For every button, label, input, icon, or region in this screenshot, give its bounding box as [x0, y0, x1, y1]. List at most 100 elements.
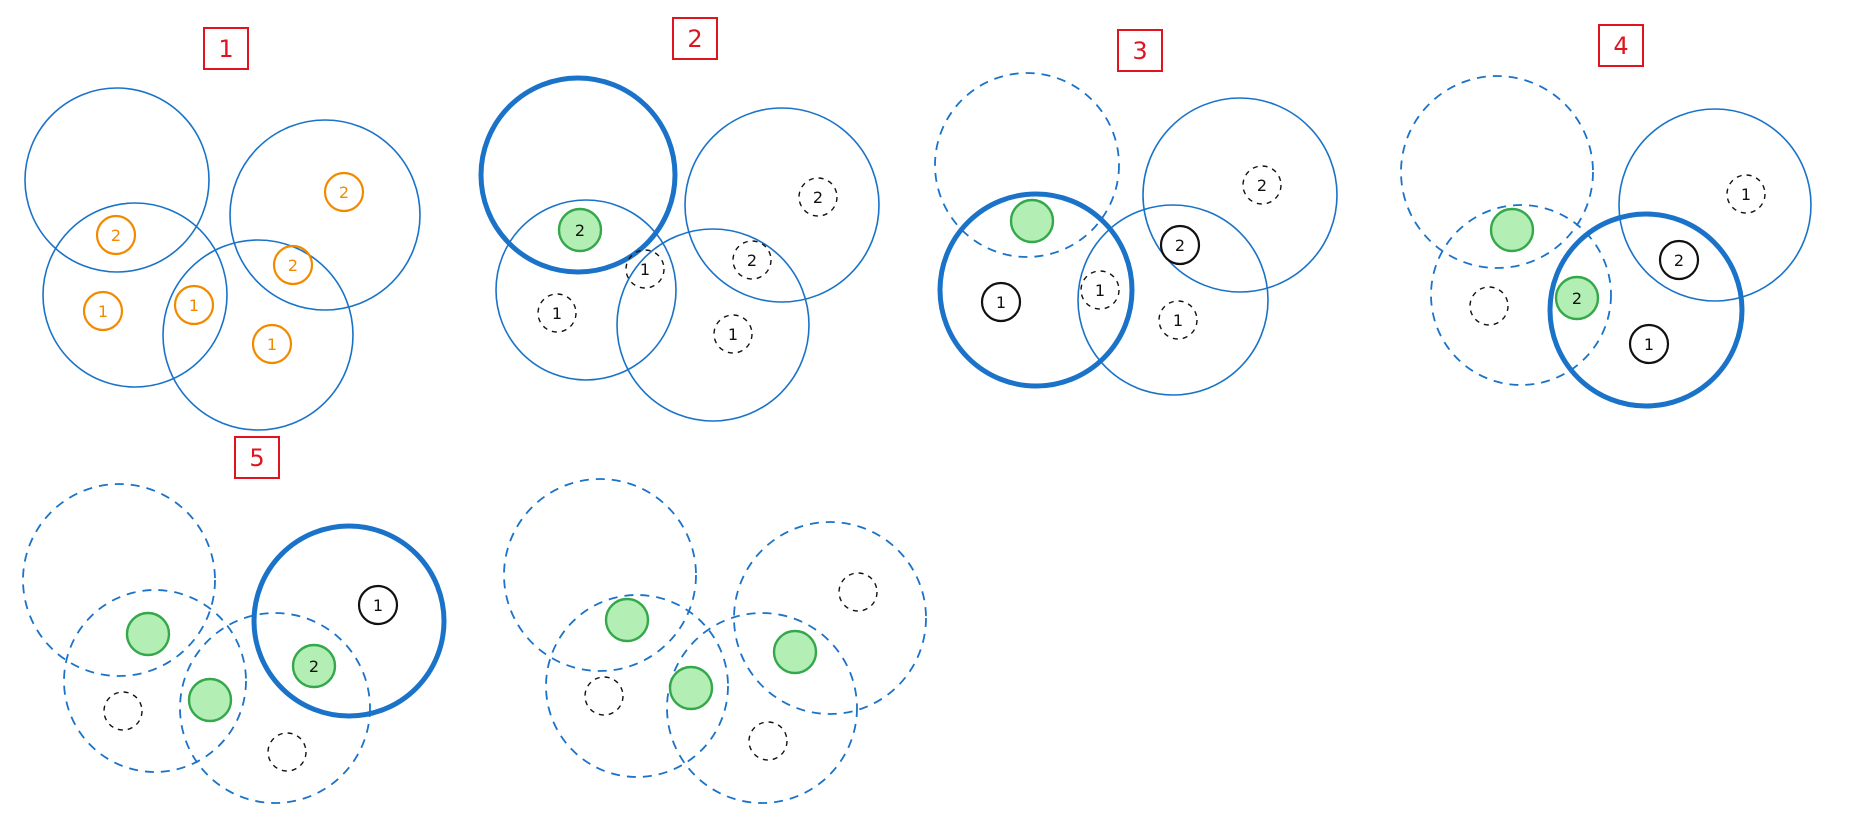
- node-dashed: 1: [537, 293, 577, 333]
- node-solid: 1: [357, 584, 399, 626]
- node-green: 2: [291, 643, 337, 689]
- step-number: 3: [1132, 37, 1147, 65]
- node-dashed: [267, 732, 307, 772]
- node-label: 2: [1572, 289, 1582, 308]
- set-circle-dashed: [733, 521, 927, 715]
- node-dashed: 1: [1080, 270, 1120, 310]
- node-dashed: 2: [1242, 165, 1282, 205]
- node-green: [1009, 198, 1055, 244]
- node-label: 2: [747, 251, 757, 270]
- step-number: 5: [249, 444, 264, 472]
- node-orange: 1: [251, 323, 293, 365]
- step-label-box: 5: [234, 436, 280, 479]
- node-label: 1: [996, 293, 1006, 312]
- step-number: 1: [218, 35, 233, 63]
- node-label: 1: [728, 325, 738, 344]
- set-circle-bold: [937, 191, 1135, 389]
- node-label: 1: [373, 596, 383, 615]
- set-circle-thin: [229, 119, 421, 311]
- set-circle-thin: [1077, 204, 1269, 396]
- node-green: [125, 611, 171, 657]
- node-orange: 1: [82, 290, 124, 332]
- node-dashed: 1: [713, 314, 753, 354]
- step-number: 2: [687, 25, 702, 53]
- node-label: 2: [1674, 251, 1684, 270]
- set-circle-bold: [478, 75, 678, 275]
- node-label: 1: [552, 304, 562, 323]
- set-circle-dashed: [63, 589, 247, 773]
- node-orange: 2: [272, 244, 314, 286]
- node-dashed: 1: [1158, 300, 1198, 340]
- node-orange: 2: [323, 171, 365, 213]
- set-circle-thin: [42, 202, 228, 388]
- step-label-box: 1: [203, 27, 249, 70]
- panel-6: [503, 478, 927, 804]
- set-circle-thin: [616, 228, 810, 422]
- set-circle-bold: [251, 523, 447, 719]
- node-solid: 2: [1658, 239, 1700, 281]
- step-label-box: 2: [672, 17, 718, 60]
- node-green: 2: [1554, 275, 1600, 321]
- node-dashed: 2: [798, 177, 838, 217]
- node-orange: 1: [173, 284, 215, 326]
- panel-2: 2 2 1 2 1 2 1: [478, 17, 880, 422]
- node-label: 2: [575, 221, 585, 240]
- node-dashed: [748, 721, 788, 761]
- node-dashed: 1: [625, 249, 665, 289]
- node-solid: 1: [980, 281, 1022, 323]
- node-label: 2: [339, 183, 349, 202]
- node-label: 2: [813, 188, 823, 207]
- node-dashed: [584, 676, 624, 716]
- node-label: 1: [189, 296, 199, 315]
- set-circle-thin: [495, 199, 677, 381]
- set-circle-dashed: [1400, 75, 1594, 269]
- set-circle-dashed: [179, 612, 371, 804]
- node-dashed: 1: [1726, 174, 1766, 214]
- set-circle-dashed: [934, 72, 1120, 258]
- set-circle-thin: [24, 87, 210, 273]
- set-circle-dashed: [666, 612, 858, 804]
- set-circle-thin: [1142, 97, 1338, 293]
- node-label: 1: [267, 335, 277, 354]
- step-label-box: 3: [1117, 29, 1163, 72]
- set-circle-thin: [1618, 108, 1812, 302]
- node-label: 1: [1095, 281, 1105, 300]
- node-green: [604, 597, 650, 643]
- node-green: [668, 665, 714, 711]
- node-solid: 1: [1628, 323, 1670, 365]
- panel-5: 5 2 1: [22, 436, 447, 804]
- node-label: 2: [288, 256, 298, 275]
- node-label: 2: [1257, 176, 1267, 195]
- set-circle-bold: [1547, 211, 1745, 409]
- set-circle-dashed: [545, 594, 729, 778]
- node-solid: 2: [1159, 224, 1201, 266]
- set-circle-dashed: [503, 478, 697, 672]
- node-label: 1: [1173, 311, 1183, 330]
- step-number: 4: [1613, 32, 1628, 60]
- node-dashed: [103, 691, 143, 731]
- step-label-box: 4: [1598, 24, 1644, 67]
- node-label: 1: [640, 260, 650, 279]
- set-circle-dashed: [22, 483, 216, 677]
- set-circle-thin: [684, 107, 880, 303]
- node-dashed: [1469, 286, 1509, 326]
- node-dashed: 2: [732, 240, 772, 280]
- node-green: [772, 629, 818, 675]
- set-circle-thin: [162, 239, 354, 431]
- node-green: [187, 677, 233, 723]
- panel-1: 1 2 1 2 1 2 1: [24, 27, 421, 431]
- panel-3: 3 1 2 1 2 1: [934, 29, 1338, 396]
- node-label: 2: [1175, 236, 1185, 255]
- node-label: 1: [1741, 185, 1751, 204]
- node-green: [1489, 207, 1535, 253]
- node-label: 1: [1644, 335, 1654, 354]
- node-label: 2: [111, 226, 121, 245]
- set-circle-dashed: [1430, 204, 1612, 386]
- panel-4: 4 2 1 2 1: [1400, 24, 1812, 409]
- node-label: 2: [309, 657, 319, 676]
- node-label: 1: [98, 302, 108, 321]
- node-orange: 2: [95, 214, 137, 256]
- node-dashed: [838, 572, 878, 612]
- node-green: 2: [557, 207, 603, 253]
